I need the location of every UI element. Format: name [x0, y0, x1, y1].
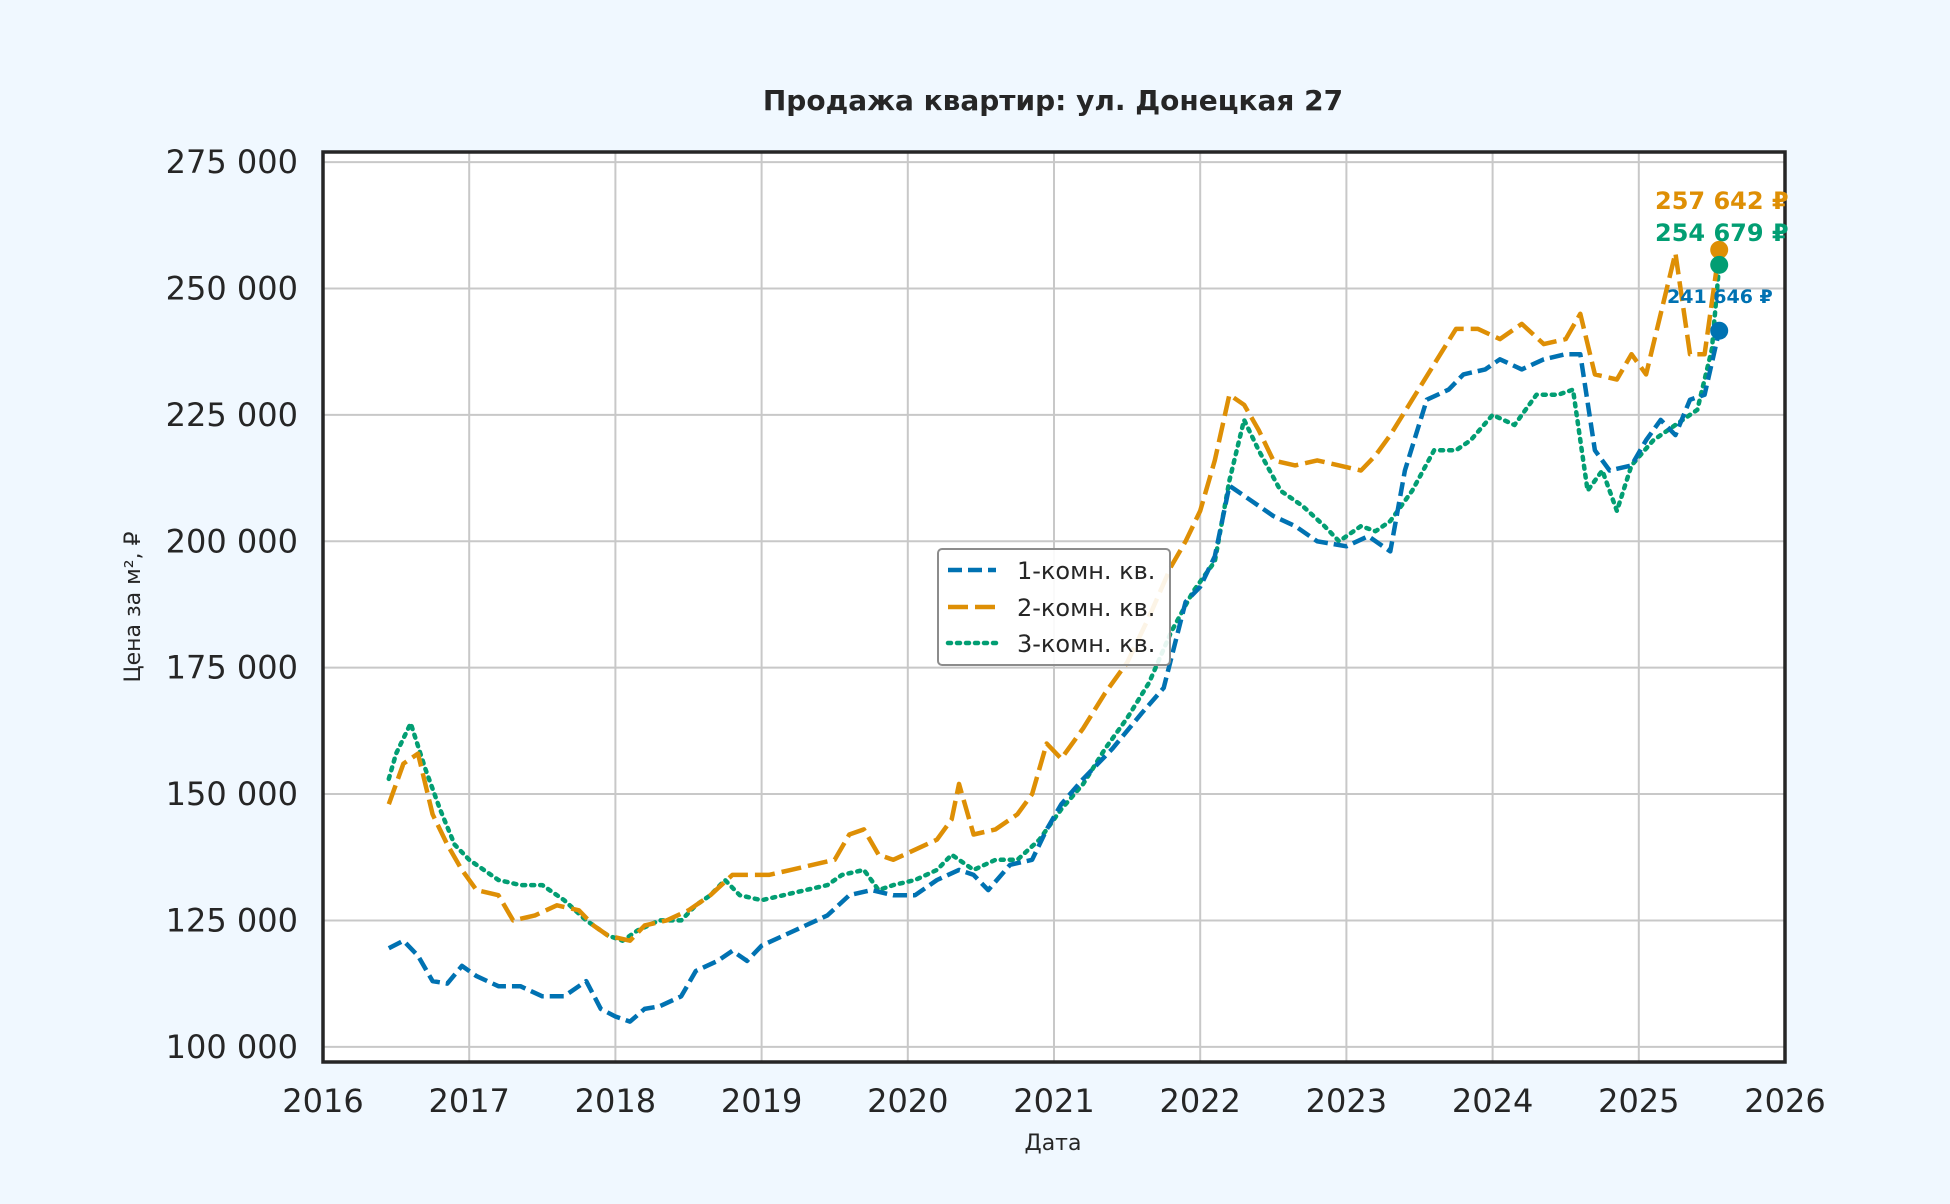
series-layer	[386, 249, 1722, 1024]
end-label-2-room: 257 642 ₽	[1655, 187, 1789, 215]
y-tick-label: 275 000	[166, 143, 298, 181]
legend-label-1-room: 1-комн. кв.	[1017, 557, 1155, 585]
legend-box	[937, 548, 1171, 666]
end-point-2-room	[1710, 240, 1729, 259]
series-line-2-room	[386, 249, 1722, 943]
y-tick-label: 250 000	[166, 270, 298, 308]
x-tick-label: 2017	[428, 1082, 509, 1120]
x-tick-label: 2025	[1598, 1082, 1679, 1120]
legend-label-2-room: 2-комн. кв.	[1017, 594, 1155, 622]
x-tick-label: 2020	[867, 1082, 948, 1120]
x-tick-label: 2021	[1013, 1082, 1094, 1120]
x-tick-label: 2018	[575, 1082, 656, 1120]
end-point-3-room	[1710, 255, 1729, 274]
end-label-1-room: 241 646 ₽	[1667, 286, 1773, 308]
y-tick-label: 125 000	[166, 901, 298, 939]
y-axis-label: Цена за м², ₽	[121, 531, 146, 682]
end-label-3-room: 254 679 ₽	[1655, 219, 1789, 247]
chart-title: Продажа квартир: ул. Донецкая 27	[763, 84, 1343, 117]
x-axis: 2016 2017 2018 2019 2020 2021 2022 2023 2024 2025…	[282, 1082, 1825, 1120]
end-labels: 257 642 ₽ 254 679 ₽ 241 646 ₽	[1655, 187, 1789, 308]
legend: 1-комн. кв. 2-комн. кв. 3-комн. кв.	[937, 548, 1171, 666]
end-markers	[1710, 240, 1729, 340]
series-line-1-room	[387, 330, 1722, 1024]
x-tick-label: 2022	[1159, 1082, 1240, 1120]
y-tick-label: 175 000	[166, 649, 298, 687]
x-axis-label: Дата	[1025, 1131, 1082, 1156]
y-tick-label: 100 000	[166, 1028, 298, 1066]
end-point-1-room	[1710, 321, 1729, 340]
x-tick-label: 2024	[1452, 1082, 1533, 1120]
grid	[322, 152, 1786, 1062]
legend-label-3-room: 3-комн. кв.	[1017, 630, 1155, 658]
x-tick-label: 2016	[282, 1082, 363, 1120]
y-tick-label: 225 000	[166, 396, 298, 434]
x-tick-label: 2023	[1306, 1082, 1387, 1120]
y-tick-label: 150 000	[166, 775, 298, 813]
plot-frame	[321, 150, 1787, 1064]
y-tick-label: 200 000	[166, 522, 298, 560]
y-axis: 100 000 125 000 150 000 175 000 200 000 225 0…	[166, 143, 298, 1066]
x-tick-label: 2026	[1744, 1082, 1825, 1120]
x-tick-label: 2019	[721, 1082, 802, 1120]
